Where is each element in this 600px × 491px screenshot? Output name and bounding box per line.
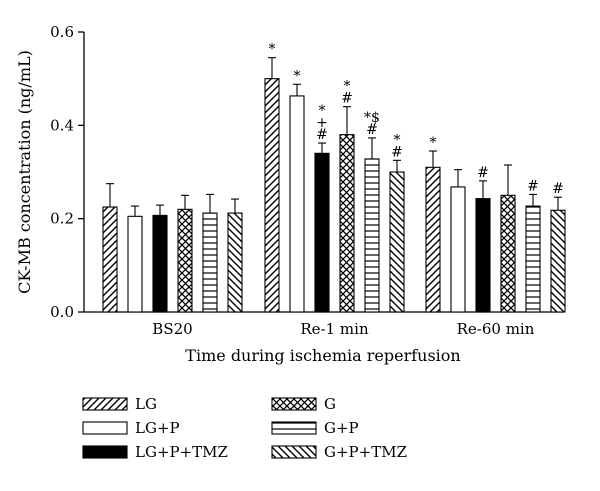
x-tick-label: Re-1 min (300, 320, 369, 338)
significance-label: * (294, 68, 301, 84)
legend-label: LG+P+TMZ (135, 443, 228, 461)
legend-swatch (271, 445, 317, 459)
x-tick-label: BS20 (152, 320, 192, 338)
bar (450, 186, 466, 313)
bar (364, 158, 380, 313)
legend-label: G (324, 395, 336, 413)
bar (525, 205, 541, 313)
bar (227, 212, 243, 313)
bar (339, 134, 355, 313)
significance-label: * (269, 42, 276, 58)
significance-label: # (391, 144, 403, 160)
y-axis-title: CK-MB concentration (ng/mL) (15, 50, 34, 294)
significance-label: * (430, 135, 437, 151)
bar (264, 78, 280, 313)
significance-label: # (316, 127, 328, 143)
legend-label: G+P+TMZ (324, 443, 407, 461)
bar (127, 215, 143, 313)
x-axis-title: Time during ischemia reperfusion (185, 346, 460, 365)
annotations: ***+#*#*$#*#*## # (269, 42, 564, 198)
significance-label: * (394, 132, 401, 148)
significance-label: # (527, 178, 539, 194)
significance-label: # (366, 122, 378, 138)
legend-swatch (82, 397, 128, 411)
x-ticks: BS20 Re-1 min Re-60 min (152, 320, 534, 338)
bar (314, 152, 330, 313)
y-tick-label: 0.4 (50, 116, 74, 134)
x-tick-label: Re-60 min (457, 320, 535, 338)
significance-label: * (344, 79, 351, 95)
legend-label: LG+P (135, 419, 180, 437)
y-tick-label: 0.2 (50, 210, 74, 228)
legend-swatch (271, 397, 317, 411)
y-ticks: 0.0 0.2 0.4 0.6 (50, 23, 84, 321)
legend-swatch (271, 421, 317, 435)
legend-label: LG (135, 395, 157, 413)
bar (500, 194, 516, 313)
legend-swatch (82, 421, 128, 435)
significance-label: + (316, 115, 328, 131)
bars (102, 57, 566, 313)
significance-label: * (319, 103, 326, 119)
bar (102, 206, 118, 313)
significance-label: *$ (364, 110, 380, 126)
legend-swatch (82, 445, 128, 459)
bar (425, 166, 441, 313)
bar (177, 208, 193, 313)
legend: LG LG+P LG+P+TMZ G G+P G+P+TMZ (82, 395, 407, 461)
bar (550, 209, 566, 313)
y-tick-label: 0.6 (50, 23, 74, 41)
bar (389, 171, 405, 313)
bar (152, 214, 168, 313)
significance-label: # (477, 165, 489, 181)
bar (289, 95, 305, 313)
legend-label: G+P (324, 419, 359, 437)
significance-label: # (552, 181, 564, 197)
y-tick-label: 0.0 (50, 303, 74, 321)
bar (202, 212, 218, 313)
bar (475, 198, 491, 313)
significance-label: # (341, 91, 353, 107)
